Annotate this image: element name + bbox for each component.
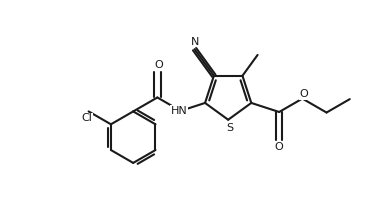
Text: O: O — [299, 89, 308, 99]
Text: O: O — [275, 142, 283, 152]
Text: O: O — [154, 60, 163, 70]
Text: HN: HN — [171, 106, 187, 115]
Text: Cl: Cl — [82, 113, 92, 123]
Text: N: N — [191, 37, 200, 47]
Text: S: S — [227, 123, 234, 133]
